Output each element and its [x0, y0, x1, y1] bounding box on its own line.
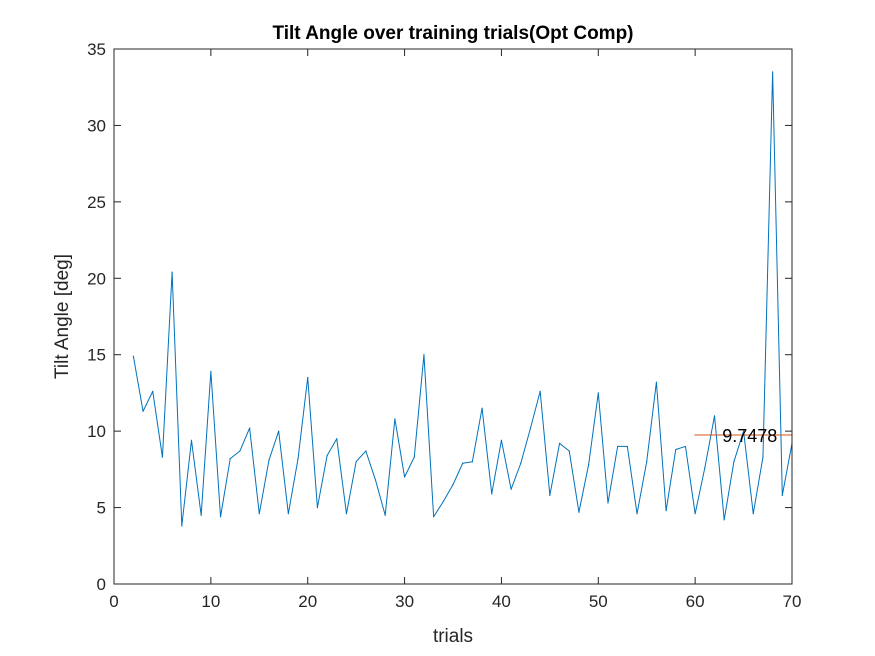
data-point — [655, 381, 658, 383]
axes-box — [113, 48, 793, 585]
data-point — [268, 459, 270, 461]
data-point — [772, 71, 774, 73]
data-point — [626, 445, 628, 448]
data-point — [307, 377, 309, 379]
data-point — [442, 500, 444, 503]
data-point — [481, 407, 483, 409]
y-tick-label: 25 — [87, 193, 106, 212]
data-point — [161, 456, 164, 458]
annotation-text-1: 9.7478 — [722, 426, 777, 446]
data-point — [713, 415, 716, 417]
x-axis-label: trials — [433, 626, 473, 647]
data-point — [433, 516, 435, 518]
plot-area — [114, 49, 792, 584]
data-point — [258, 513, 260, 515]
x-tick-label: 0 — [109, 592, 118, 611]
data-point — [733, 461, 735, 463]
data-point — [646, 461, 648, 463]
data-point — [287, 513, 289, 515]
data-point — [365, 450, 367, 452]
data-point — [636, 513, 638, 515]
data-point — [723, 519, 725, 521]
y-tick-label: 10 — [87, 422, 106, 441]
data-point — [171, 271, 173, 273]
data-point — [219, 516, 222, 518]
data-point — [578, 511, 580, 513]
data-point — [510, 488, 512, 490]
x-tick-label: 50 — [589, 592, 608, 611]
data-point — [374, 479, 377, 481]
data-point — [588, 464, 590, 466]
x-tick-label: 30 — [395, 592, 414, 611]
data-point — [200, 514, 202, 516]
data-point — [190, 439, 193, 441]
data-point — [336, 438, 338, 440]
y-tick-label: 35 — [87, 40, 106, 59]
x-tick-label: 40 — [492, 592, 511, 611]
data-point — [181, 525, 183, 527]
chart-title: Tilt Angle over training trials(Opt Comp… — [272, 23, 633, 44]
data-point — [471, 461, 473, 463]
y-tick-label: 30 — [87, 116, 106, 135]
y-tick-label: 20 — [87, 269, 106, 288]
data-point — [597, 392, 599, 394]
x-tick-label: 20 — [298, 592, 317, 611]
data-point — [297, 458, 299, 460]
data-point — [617, 445, 619, 448]
data-point — [403, 476, 406, 478]
data-point — [249, 427, 251, 429]
y-tick-label: 15 — [87, 346, 106, 365]
data-point — [704, 467, 706, 469]
data-point — [384, 514, 386, 516]
data-point — [316, 506, 318, 509]
data-point — [539, 390, 541, 392]
data-point — [607, 502, 609, 504]
data-point — [684, 445, 687, 448]
data-point — [355, 461, 357, 463]
data-point — [394, 418, 396, 420]
data-point — [152, 390, 154, 392]
data-point — [675, 448, 677, 451]
data-point — [500, 439, 503, 441]
data-point — [665, 510, 667, 512]
data-point — [742, 430, 745, 432]
data-point — [694, 434, 696, 436]
data-point — [452, 484, 454, 486]
x-tick-label: 70 — [783, 592, 802, 611]
data-point — [568, 450, 570, 452]
data-point — [520, 462, 522, 464]
y-tick-label: 0 — [97, 575, 106, 594]
tick-layer: 0 10 20 30 40 50 60 70 0 5 10 15 20 25 30 35 — [87, 40, 801, 611]
data-point — [529, 427, 532, 429]
data-point — [413, 456, 415, 458]
data-point — [781, 494, 783, 496]
x-tick-label: 10 — [201, 592, 220, 611]
data-point — [229, 458, 231, 460]
data-point — [694, 513, 696, 515]
annotation-layer: 9.7478 — [722, 426, 777, 446]
data-point — [278, 430, 280, 432]
data-point — [423, 354, 425, 356]
data-point — [142, 410, 144, 412]
data-point — [491, 493, 493, 495]
data-point — [752, 513, 754, 515]
data-point — [345, 513, 348, 515]
data-point — [549, 494, 551, 496]
data-point — [762, 456, 764, 458]
data-point — [210, 370, 212, 373]
data-point — [326, 455, 328, 457]
x-tick-label: 60 — [686, 592, 705, 611]
data-point — [132, 355, 134, 357]
data-point — [558, 442, 561, 444]
data-point — [462, 462, 464, 464]
data-point — [239, 450, 241, 452]
y-axis-label: Tilt Angle [deg] — [52, 254, 73, 379]
y-tick-label: 5 — [97, 499, 106, 518]
